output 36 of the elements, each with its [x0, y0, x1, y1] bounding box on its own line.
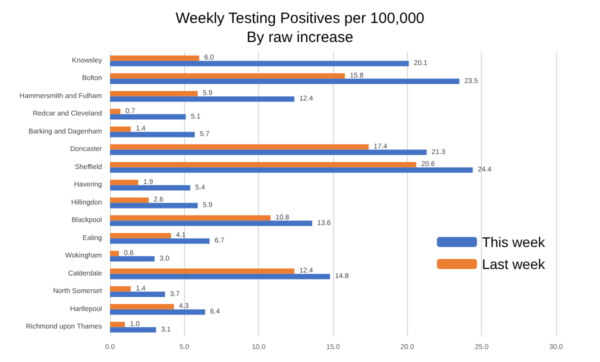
bar	[110, 162, 416, 168]
bar	[110, 322, 125, 328]
bar	[110, 60, 409, 66]
bar	[110, 132, 195, 138]
bar	[110, 220, 312, 226]
bar	[110, 304, 174, 310]
bar	[110, 126, 131, 132]
bar	[110, 180, 138, 186]
bar	[110, 198, 149, 203]
legend-label: This week	[482, 234, 546, 250]
bar	[110, 286, 131, 292]
bar	[110, 73, 345, 79]
bar	[110, 309, 206, 315]
chart-title: Weekly Testing Positives per 100,000	[176, 10, 424, 27]
bar	[110, 327, 156, 332]
bar	[110, 56, 200, 61]
bar	[110, 144, 369, 150]
bar	[110, 185, 190, 190]
bar	[110, 202, 198, 208]
bar	[110, 150, 427, 155]
bar	[110, 250, 119, 256]
bar	[110, 91, 198, 96]
bar	[110, 215, 271, 221]
bar	[110, 114, 186, 120]
legend-label: Last week	[482, 256, 546, 272]
bar	[110, 268, 294, 274]
bar	[110, 96, 294, 102]
bar	[110, 167, 473, 173]
bar	[110, 108, 120, 114]
bar	[110, 78, 460, 84]
bar	[110, 274, 330, 280]
chart-subtitle: By raw increase	[246, 29, 354, 46]
bar	[110, 256, 155, 262]
bar	[110, 233, 171, 238]
bar	[110, 238, 210, 244]
bar	[110, 292, 166, 297]
